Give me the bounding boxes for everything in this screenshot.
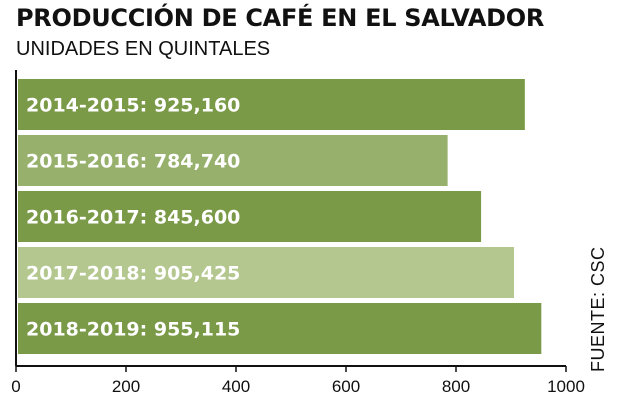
bar-2015-2016 — [18, 135, 448, 186]
source-note: FUENTE: CSC — [588, 246, 608, 372]
bar-data-label: 2018-2019: 955,115 — [26, 319, 240, 341]
x-tick-label: 600 — [332, 377, 360, 396]
chart-subtitle: UNIDADES EN QUINTALES — [16, 38, 271, 60]
axes-group: 0 200 400 600 800 1000 — [11, 70, 585, 396]
bar-2016-2017 — [18, 191, 482, 242]
x-tick-label: 200 — [112, 377, 140, 396]
bar-data-label: 2014-2015: 925,160 — [26, 95, 240, 117]
bar-2017-2018 — [18, 247, 514, 298]
chart-title: PRODUCCIÓN DE CAFÉ EN EL SALVADOR — [16, 4, 545, 32]
bars-group: 2014-2015: 925,160 2015-2016: 784,740 2016… — [18, 79, 542, 354]
x-tick-label: 1000 — [547, 377, 585, 396]
bar-2014-2015 — [18, 79, 525, 130]
x-tick-label: 0 — [11, 377, 20, 396]
bar-data-label: 2017-2018: 905,425 — [26, 263, 240, 285]
bar-data-label: 2015-2016: 784,740 — [26, 151, 240, 173]
x-tick-label: 800 — [442, 377, 470, 396]
bar-data-label: 2016-2017: 845,600 — [26, 207, 240, 229]
x-tick-label: 400 — [222, 377, 250, 396]
bar-2018-2019 — [18, 303, 542, 354]
